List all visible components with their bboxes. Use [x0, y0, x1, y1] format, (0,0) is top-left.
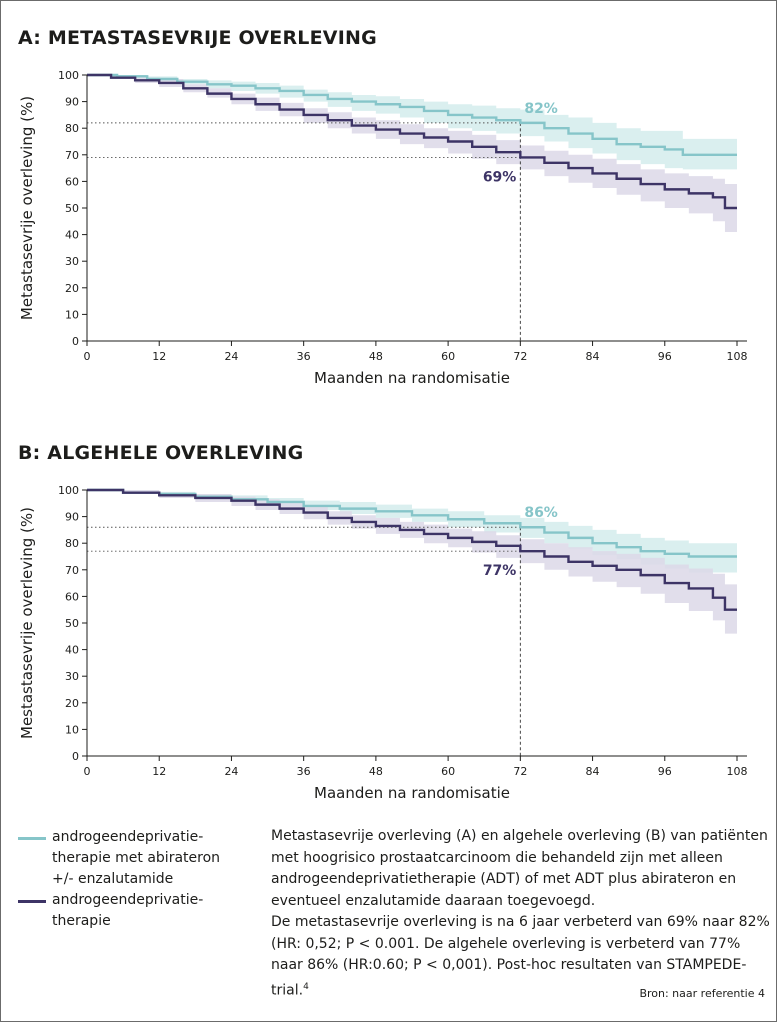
x-tick-label: 24: [224, 765, 238, 778]
y-tick-label: 20: [65, 282, 79, 295]
source-note: Bron: naar referentie 4: [639, 987, 765, 1000]
chart-b-overall-survival: 86% 77% 0 10 20 30 40 50 60 70 80 90 100 0 12 24 36 48 60 7…: [18, 484, 748, 802]
x-tick-label: 60: [441, 350, 455, 363]
legend-swatch-teal: [18, 837, 46, 840]
figure-caption: Metastasevrije overleving (A) en algehel…: [271, 826, 771, 1002]
y-tick-label: 60: [65, 590, 79, 603]
legend-swatch-purple: [18, 900, 46, 903]
confidence-band-1: [87, 490, 737, 634]
x-tick-label: 12: [152, 765, 166, 778]
y-tick-label: 40: [65, 644, 79, 657]
legend-label-line: therapie: [52, 913, 111, 929]
x-tick-label: 48: [369, 765, 383, 778]
chart-a-metastasis-free-survival: 82% 69% 0 10 20 30 40 50 60 70 80 90 100 0 12 24 36 48 60 7…: [18, 69, 748, 387]
x-tick-label: 24: [224, 350, 238, 363]
series-line-0: [87, 488, 737, 558]
x-tick-label: 72: [513, 350, 527, 363]
caption-paragraph-1: Metastasevrije overleving (A) en algehel…: [271, 828, 768, 909]
caption-paragraph-2: De metastasevrije overleving is na 6 jaa…: [271, 912, 771, 1002]
y-tick-label: 10: [65, 723, 79, 736]
legend: androgeendeprivatie- therapie met abirat…: [18, 827, 258, 932]
confidence-band-0: [87, 75, 737, 170]
confidence-band-0: [87, 490, 737, 573]
x-tick-label: 84: [586, 765, 600, 778]
x-tick-label: 60: [441, 765, 455, 778]
legend-label-line: androgeendeprivatie-: [52, 829, 204, 845]
x-axis-label: Maanden na randomisatie: [314, 784, 510, 802]
y-tick-label: 30: [65, 670, 79, 683]
x-tick-label: 96: [658, 350, 672, 363]
value-label-0-0: 82%: [524, 101, 558, 117]
caption-text-2: De metastasevrije overleving is na 6 jaa…: [271, 914, 770, 999]
x-tick-label: 108: [727, 765, 748, 778]
y-tick-label: 0: [72, 750, 79, 763]
y-tick-label: 100: [58, 69, 79, 82]
series-line-1: [87, 488, 737, 611]
value-label-0-1: 69%: [483, 169, 517, 185]
legend-label-line: androgeendeprivatie-: [52, 892, 204, 908]
value-label-1-1: 77%: [483, 563, 517, 579]
chart-a-title: A: METASTASEVRIJE OVERLEVING: [18, 27, 377, 49]
y-tick-label: 90: [65, 96, 79, 109]
legend-item-adt: androgeendeprivatie- therapie: [18, 890, 258, 932]
y-tick-label: 80: [65, 122, 79, 135]
x-tick-label: 48: [369, 350, 383, 363]
chart-b-title: B: ALGEHELE OVERLEVING: [18, 442, 304, 464]
y-tick-label: 40: [65, 229, 79, 242]
legend-label-line: therapie met abirateron: [52, 850, 221, 866]
x-tick-label: 0: [84, 765, 91, 778]
value-label-1-0: 86%: [524, 505, 558, 521]
x-axis-label: Maanden na randomisatie: [314, 369, 510, 387]
x-tick-label: 72: [513, 765, 527, 778]
legend-label-line: +/- enzalutamide: [52, 871, 174, 887]
y-tick-label: 50: [65, 202, 79, 215]
series-line-1: [87, 73, 737, 210]
y-tick-label: 60: [65, 175, 79, 188]
x-tick-label: 36: [297, 765, 311, 778]
y-tick-label: 30: [65, 255, 79, 268]
x-tick-label: 36: [297, 350, 311, 363]
y-tick-label: 90: [65, 511, 79, 524]
y-tick-label: 80: [65, 537, 79, 550]
legend-item-abiraterone: androgeendeprivatie- therapie met abirat…: [18, 827, 258, 890]
y-tick-label: 100: [58, 484, 79, 497]
series-line-0: [87, 73, 737, 157]
y-axis-label: Mestastasevrije overleving (%): [18, 507, 36, 739]
caption-reference: 4: [303, 981, 309, 992]
y-axis-label: Metastasevrije overleving (%): [18, 96, 36, 320]
x-tick-label: 12: [152, 350, 166, 363]
x-tick-label: 0: [84, 350, 91, 363]
y-tick-label: 50: [65, 617, 79, 630]
x-tick-label: 108: [727, 350, 748, 363]
x-tick-label: 84: [586, 350, 600, 363]
y-tick-label: 70: [65, 149, 79, 162]
y-tick-label: 20: [65, 697, 79, 710]
x-tick-label: 96: [658, 765, 672, 778]
y-tick-label: 10: [65, 308, 79, 321]
y-tick-label: 70: [65, 564, 79, 577]
y-tick-label: 0: [72, 335, 79, 348]
